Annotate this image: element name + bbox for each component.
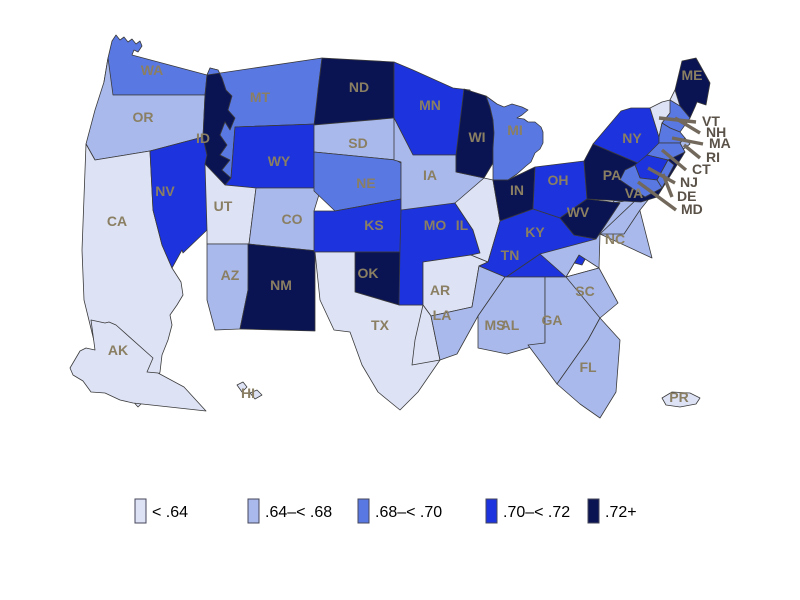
svg-text:GA: GA	[542, 312, 563, 328]
svg-text:SD: SD	[348, 135, 367, 151]
svg-text:NV: NV	[155, 183, 175, 199]
svg-text:VA: VA	[625, 185, 643, 201]
svg-text:CA: CA	[107, 213, 127, 229]
svg-text:.70–< .72: .70–< .72	[503, 504, 570, 521]
svg-text:HI: HI	[241, 385, 255, 401]
svg-text:LA: LA	[433, 307, 452, 323]
svg-text:PR: PR	[669, 389, 688, 405]
svg-text:AK: AK	[108, 342, 128, 358]
svg-text:.68–< .70: .68–< .70	[375, 504, 442, 521]
svg-text:WA: WA	[141, 62, 164, 78]
svg-text:NC: NC	[605, 231, 625, 247]
svg-text:IN: IN	[510, 182, 524, 198]
svg-text:< .64: < .64	[152, 504, 188, 521]
svg-text:IA: IA	[423, 167, 437, 183]
svg-text:TN: TN	[501, 247, 520, 263]
svg-text:UT: UT	[214, 198, 233, 214]
svg-text:OR: OR	[133, 109, 154, 125]
svg-text:OH: OH	[548, 172, 569, 188]
svg-text:.72+: .72+	[605, 504, 637, 521]
svg-text:KS: KS	[364, 217, 383, 233]
svg-text:NM: NM	[270, 277, 292, 293]
svg-text:KY: KY	[525, 224, 545, 240]
svg-text:.64–< .68: .64–< .68	[265, 504, 332, 521]
svg-text:NE: NE	[356, 175, 375, 191]
svg-text:MD: MD	[681, 201, 703, 217]
svg-text:PA: PA	[603, 167, 621, 183]
svg-text:AZ: AZ	[221, 267, 240, 283]
svg-text:WV: WV	[567, 204, 590, 220]
svg-text:FL: FL	[579, 359, 597, 375]
svg-text:TX: TX	[371, 317, 390, 333]
svg-text:MT: MT	[250, 89, 271, 105]
svg-text:AR: AR	[430, 282, 450, 298]
svg-text:AL: AL	[501, 317, 520, 333]
svg-text:ND: ND	[349, 79, 369, 95]
svg-text:MO: MO	[424, 217, 447, 233]
svg-text:SC: SC	[575, 283, 594, 299]
svg-text:ID: ID	[196, 130, 210, 146]
svg-text:MI: MI	[507, 122, 523, 138]
svg-text:WI: WI	[468, 129, 485, 145]
svg-text:CO: CO	[282, 211, 303, 227]
svg-text:MN: MN	[419, 97, 441, 113]
svg-text:OK: OK	[358, 265, 379, 281]
svg-text:IL: IL	[456, 217, 469, 233]
svg-text:ME: ME	[682, 67, 703, 83]
svg-text:WY: WY	[268, 153, 291, 169]
svg-text:NY: NY	[622, 130, 642, 146]
